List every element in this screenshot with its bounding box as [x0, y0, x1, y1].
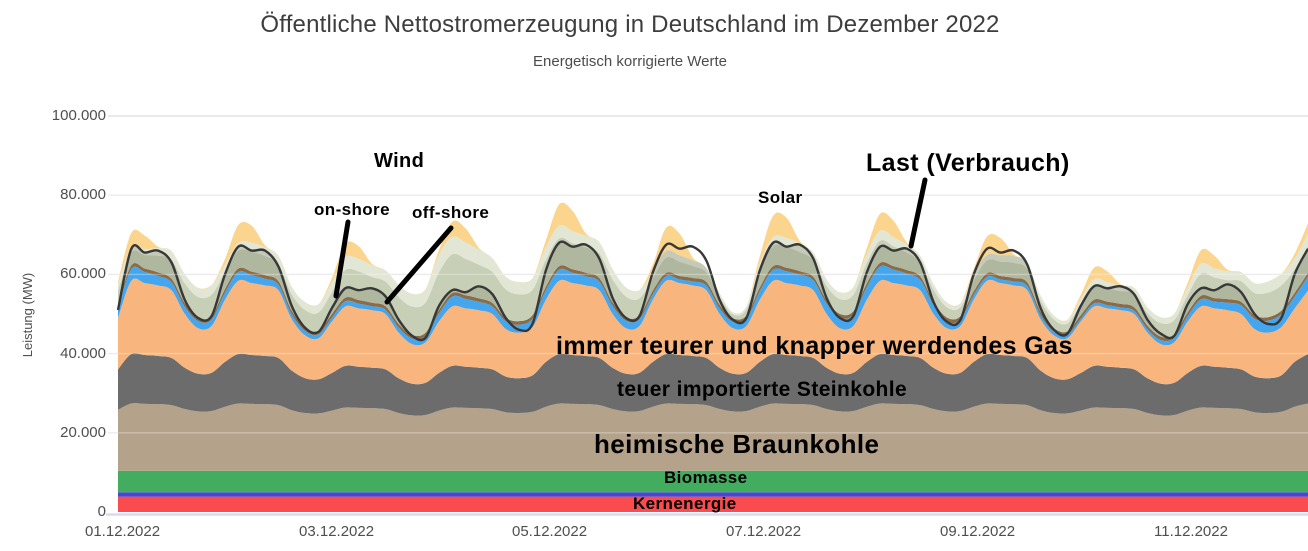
area-wind-offshore [118, 265, 1308, 346]
annotation-arrow [908, 177, 928, 249]
area-wind-onshore-pale [118, 225, 1308, 325]
area-brown-band [118, 261, 1308, 342]
area-hydro-band [118, 492, 1308, 497]
area-kernenergie [118, 496, 1308, 512]
area-wind-onshore [118, 237, 1308, 338]
area-braunkohle [118, 403, 1308, 471]
area-biomasse [118, 470, 1308, 493]
load-shadow [118, 241, 1308, 338]
load-line [116, 240, 1308, 342]
area-gas [118, 278, 1308, 385]
annotation-arrow [333, 219, 351, 299]
annotation-arrow [384, 225, 454, 305]
area-steinkohle [118, 353, 1308, 416]
